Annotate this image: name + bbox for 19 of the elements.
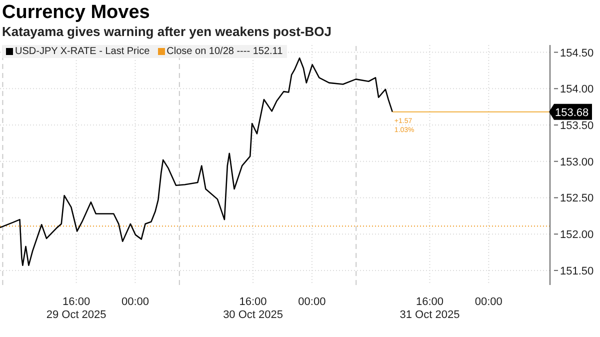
line-series <box>0 57 394 266</box>
y-tick-label: 152.50 <box>560 192 594 205</box>
chart-title: Currency Moves <box>2 2 150 23</box>
x-tick-label: 16:00 31 Oct 2025 <box>400 296 460 321</box>
x-tick-label: 00:00 <box>474 296 502 308</box>
x-tick-label: 16:00 29 Oct 2025 <box>46 296 106 321</box>
y-tick-label: 153.00 <box>560 156 594 168</box>
legend-label: Close on 10/28 ---- 152.11 <box>166 46 283 57</box>
y-tick-label: 151.50 <box>560 265 594 278</box>
x-tick-label: 00:00 <box>121 296 149 308</box>
y-tick-label: 152.00 <box>560 229 594 242</box>
legend-label: USD-JPY X-RATE - Last Price <box>15 46 150 57</box>
y-tick-label: 154.50 <box>560 47 594 60</box>
text: 153.68 <box>555 106 589 119</box>
y-tick-label: 154.00 <box>560 84 594 96</box>
y-tick-label: 153.50 <box>560 120 594 132</box>
chart-subtitle: Katayama gives warning after yen weakens post-BOJ <box>2 24 332 39</box>
x-tick-label: 00:00 <box>298 296 326 308</box>
x-tick-label: 16:00 30 Oct 2025 <box>223 296 284 321</box>
